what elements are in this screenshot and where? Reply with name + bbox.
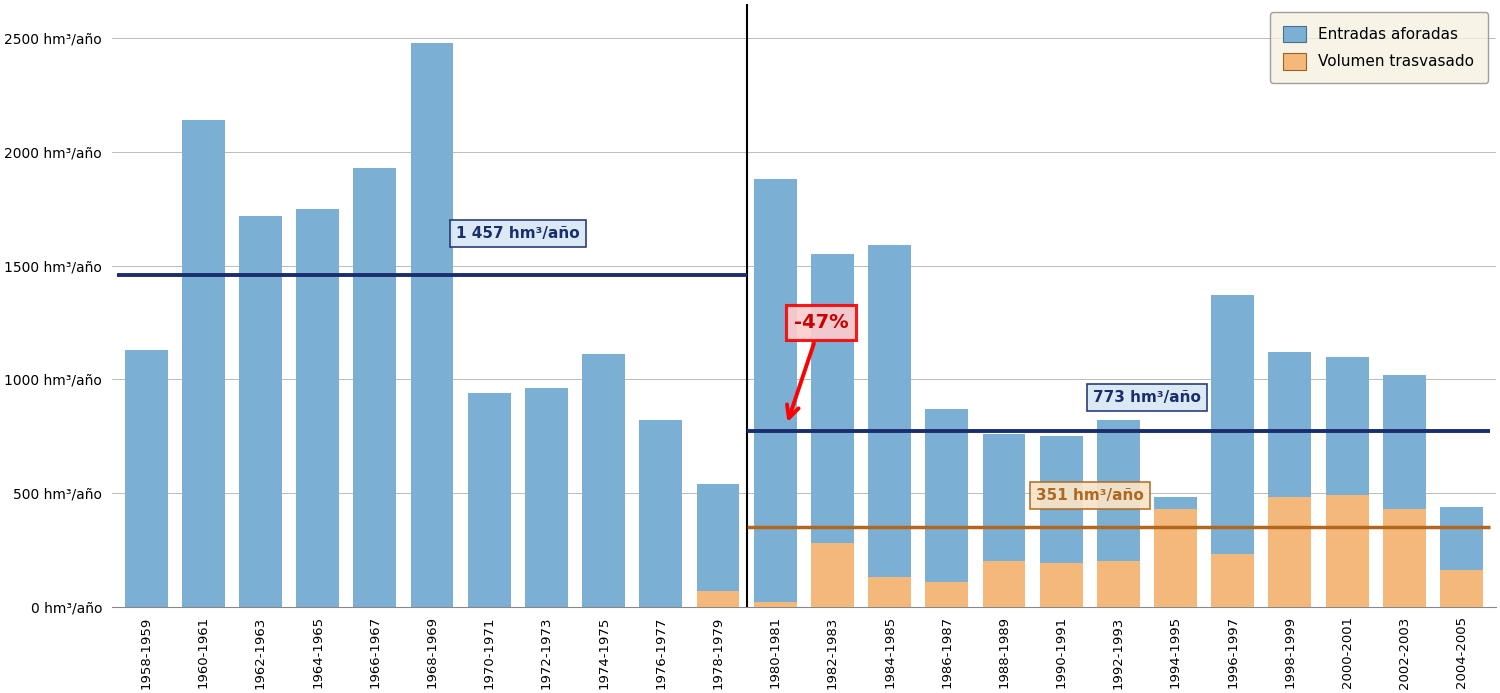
Bar xyxy=(1269,352,1311,606)
Bar xyxy=(1212,554,1254,606)
Bar xyxy=(1212,295,1254,606)
Bar xyxy=(982,434,1026,606)
Bar xyxy=(982,561,1026,606)
Bar xyxy=(1326,495,1368,606)
Bar xyxy=(868,577,910,606)
Bar xyxy=(754,179,796,606)
Text: 351 hm³/año: 351 hm³/año xyxy=(1036,488,1143,502)
Bar xyxy=(411,43,453,606)
Bar xyxy=(1440,507,1484,606)
Bar xyxy=(1154,498,1197,606)
Bar xyxy=(1040,436,1083,606)
Bar xyxy=(1326,356,1368,606)
Bar xyxy=(468,393,510,606)
Bar xyxy=(1383,375,1426,606)
Text: -47%: -47% xyxy=(788,313,849,418)
Bar xyxy=(812,254,853,606)
Text: 773 hm³/año: 773 hm³/año xyxy=(1094,390,1202,405)
Bar xyxy=(812,543,853,606)
Bar xyxy=(1096,561,1140,606)
Bar xyxy=(1096,420,1140,606)
Bar xyxy=(582,354,626,606)
Bar xyxy=(525,388,568,606)
Bar xyxy=(296,209,339,606)
Bar xyxy=(926,409,968,606)
Bar xyxy=(639,420,682,606)
Bar xyxy=(124,350,168,606)
Legend: Entradas aforadas, Volumen trasvasado: Entradas aforadas, Volumen trasvasado xyxy=(1269,12,1488,83)
Bar xyxy=(1440,570,1484,606)
Bar xyxy=(238,216,282,606)
Bar xyxy=(696,484,740,606)
Bar xyxy=(868,245,910,606)
Bar xyxy=(696,590,740,606)
Bar xyxy=(754,602,796,606)
Bar xyxy=(1383,509,1426,606)
Bar xyxy=(354,168,396,606)
Bar xyxy=(1154,509,1197,606)
Text: 1 457 hm³/año: 1 457 hm³/año xyxy=(456,227,579,241)
Bar xyxy=(926,581,968,606)
Bar xyxy=(182,120,225,606)
Bar xyxy=(1269,498,1311,606)
Bar xyxy=(1040,563,1083,606)
